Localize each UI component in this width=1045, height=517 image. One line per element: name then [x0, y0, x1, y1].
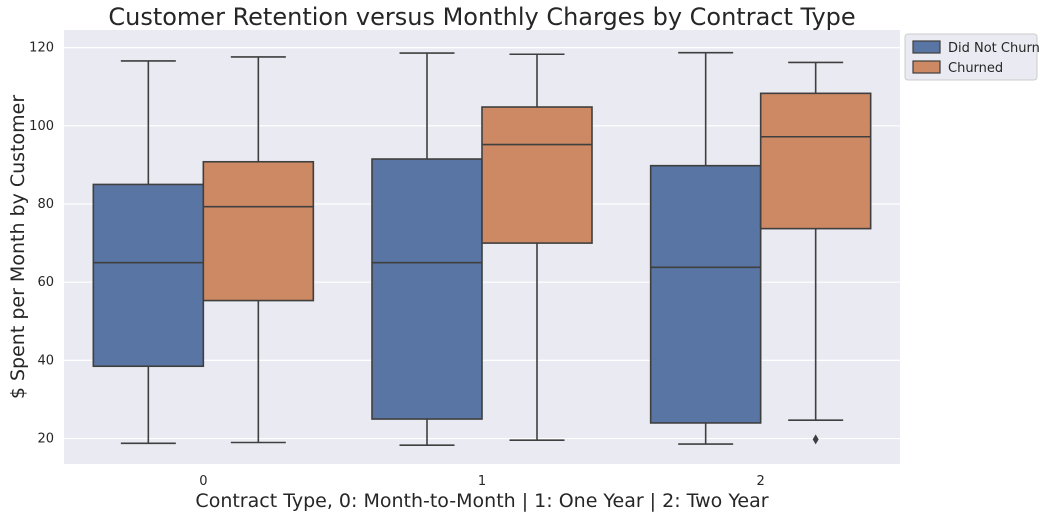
box-plot	[202, 56, 315, 444]
y-tick-labels: 20 40 60 80 100 120	[29, 41, 54, 447]
legend: Did Not Churn Churned	[904, 33, 1040, 81]
x-tick-labels: 0 1 2	[199, 474, 765, 489]
legend-label: Churned	[948, 61, 1003, 76]
legend-swatch	[912, 60, 941, 74]
y-tick-label: 20	[37, 432, 54, 447]
x-tick-label: 1	[478, 474, 486, 489]
y-tick-label: 80	[37, 197, 54, 212]
iqr-box	[371, 158, 483, 420]
x-axis-label: Contract Type, 0: Month-to-Month | 1: On…	[195, 490, 768, 512]
iqr-box	[481, 106, 593, 244]
iqr-box	[759, 92, 872, 230]
y-axis-label: $ Spent per Month by Customer	[7, 95, 29, 399]
box-plot	[92, 60, 205, 445]
iqr-box	[92, 183, 205, 368]
outlier-point	[812, 434, 819, 445]
chart-title: Customer Retention versus Monthly Charge…	[108, 3, 855, 31]
box-plot	[481, 53, 593, 441]
y-tick-label: 40	[37, 353, 54, 368]
legend-swatch	[912, 40, 941, 54]
legend-label: Did Not Churn	[948, 41, 1040, 56]
box-plot	[371, 52, 483, 447]
iqr-box	[202, 160, 315, 302]
y-tick-label: 60	[37, 275, 54, 290]
iqr-box	[649, 164, 762, 424]
box-plot	[759, 61, 872, 445]
y-tick-label: 100	[29, 119, 54, 134]
x-tick-label: 2	[757, 474, 765, 489]
x-tick-label: 0	[199, 474, 207, 489]
box-plot	[649, 51, 762, 445]
y-tick-label: 120	[29, 41, 54, 56]
boxes	[92, 51, 872, 447]
